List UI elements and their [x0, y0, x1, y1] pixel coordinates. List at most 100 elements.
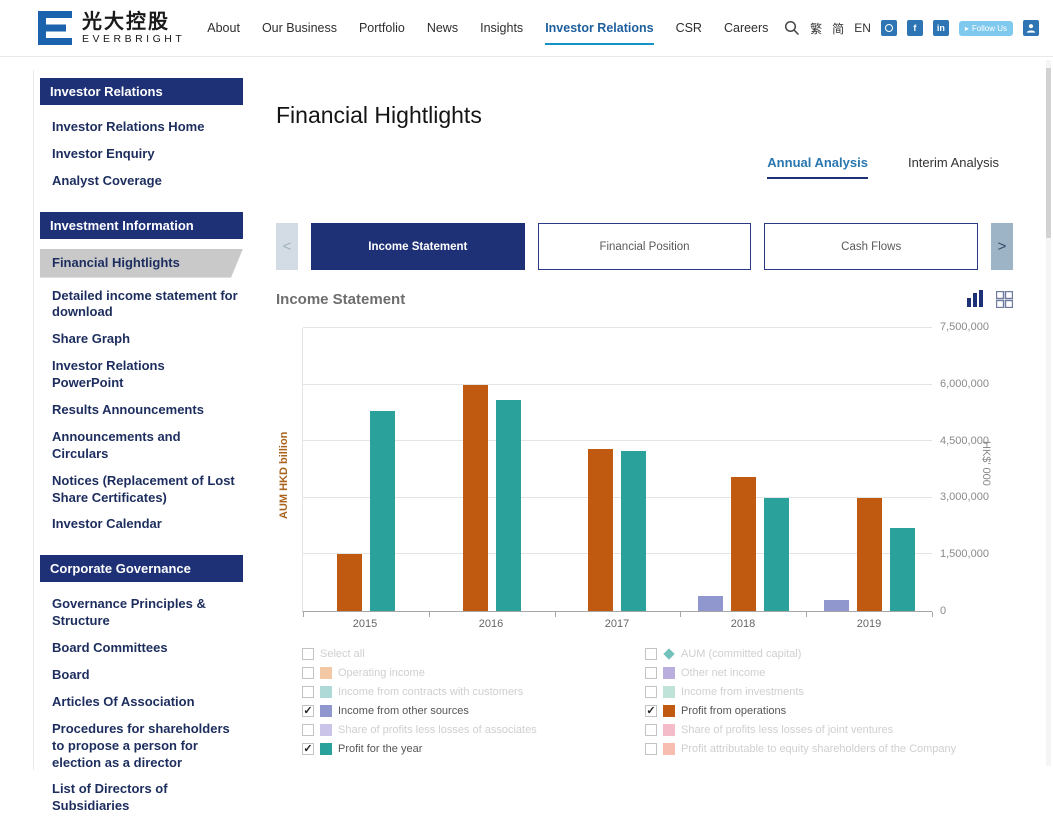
bar-profit-from-operations-2019[interactable]: [857, 498, 882, 611]
nav-item-news[interactable]: News: [427, 21, 458, 35]
legend-item-profit-from-operations[interactable]: ✓Profit from operations: [645, 705, 956, 717]
tab-interim-analysis[interactable]: Interim Analysis: [908, 155, 999, 179]
scrollbar-thumb[interactable]: [1046, 68, 1051, 238]
bar-profit-from-operations-2016[interactable]: [463, 385, 488, 611]
logo-cn: 光大控股: [82, 11, 185, 33]
legend-item-profit-attributable-to-equity-shareholders-of-the-company[interactable]: Profit attributable to equity shareholde…: [645, 743, 956, 755]
nav-item-about[interactable]: About: [207, 21, 240, 35]
sidebar-item-investor-relations-powerpoint[interactable]: Investor Relations PowerPoint: [40, 354, 243, 396]
bar-profit-for-the-year-2017[interactable]: [621, 451, 646, 611]
legend-item-share-of-profits-less-losses-of-joint-ventures[interactable]: Share of profits less losses of joint ve…: [645, 724, 956, 736]
scrollbar[interactable]: [1046, 60, 1051, 766]
carousel-next-button[interactable]: >: [991, 223, 1013, 270]
sidebar-item-list-of-directors-of-subsidiaries[interactable]: List of Directors of Subsidiaries: [40, 777, 243, 819]
legend-checkbox[interactable]: [645, 686, 657, 698]
bar-profit-for-the-year-2018[interactable]: [764, 498, 789, 611]
tab-annual-analysis[interactable]: Annual Analysis: [767, 155, 868, 179]
legend-checkbox[interactable]: [645, 648, 657, 660]
lang-switch: 繁简 EN: [810, 20, 871, 37]
bar-group-2017: [555, 328, 681, 611]
legend-item-income-from-investments[interactable]: Income from investments: [645, 686, 956, 698]
linkedin-icon[interactable]: in: [933, 20, 949, 36]
x-axis-tick: [555, 612, 556, 617]
sidebar-item-share-graph[interactable]: Share Graph: [40, 327, 243, 352]
bar-profit-from-operations-2018[interactable]: [731, 477, 756, 611]
nav-item-portfolio[interactable]: Portfolio: [359, 21, 405, 35]
user-icon[interactable]: [1023, 20, 1039, 36]
x-axis-tick: [429, 612, 430, 617]
carousel-prev-button[interactable]: <: [276, 223, 298, 270]
bar-profit-for-the-year-2019[interactable]: [890, 528, 915, 611]
sidebar-item-investor-relations-home[interactable]: Investor Relations Home: [40, 115, 243, 140]
legend-checkbox[interactable]: [302, 686, 314, 698]
bar-profit-from-operations-2015[interactable]: [337, 554, 362, 611]
chart-view-switcher: [966, 290, 1013, 308]
nav-item-insights[interactable]: Insights: [480, 21, 523, 35]
bar-profit-from-operations-2017[interactable]: [588, 449, 613, 611]
page-title: Financial Hightlights: [276, 102, 1013, 129]
table-view-icon[interactable]: [996, 291, 1013, 308]
sidebar-item-investor-calendar[interactable]: Investor Calendar: [40, 512, 243, 537]
sidebar-section-corporate-governance: Corporate Governance: [40, 555, 243, 582]
legend-checkbox[interactable]: ✓: [645, 705, 657, 717]
x-axis-tick: [303, 612, 304, 617]
bar-income-from-other-sources-2019[interactable]: [824, 600, 849, 611]
sidebar-item-financial-hightlights[interactable]: Financial Hightlights: [40, 249, 243, 278]
legend-item-select-all[interactable]: Select all: [302, 648, 645, 660]
bar-profit-for-the-year-2016[interactable]: [496, 400, 521, 611]
nav-item-careers[interactable]: Careers: [724, 21, 768, 35]
legend-item-share-of-profits-less-losses-of-associates[interactable]: Share of profits less losses of associat…: [302, 724, 645, 736]
sidebar-item-analyst-coverage[interactable]: Analyst Coverage: [40, 169, 243, 194]
bar-income-from-other-sources-2018[interactable]: [698, 596, 723, 611]
statement-tab-financial-position[interactable]: Financial Position: [538, 223, 752, 270]
sidebar-section-investor-relations: Investor Relations: [40, 78, 243, 105]
sidebar-item-detailed-income-statement-for-download[interactable]: Detailed income statement for download: [40, 284, 243, 326]
nav-item-our-business[interactable]: Our Business: [262, 21, 337, 35]
legend-label: Share of profits less losses of joint ve…: [681, 724, 893, 736]
twitter-follow-button[interactable]: ▸ Follow Us: [959, 21, 1013, 36]
sidebar-item-procedures-for-shareholders-to-propose-a-person-for-election-as-a-director[interactable]: Procedures for shareholders to propose a…: [40, 717, 243, 776]
follow-us-label: Follow Us: [972, 24, 1007, 33]
legend-item-operating-income[interactable]: Operating income: [302, 667, 645, 679]
legend-label: Profit attributable to equity shareholde…: [681, 743, 956, 755]
statement-tab-cash-flows[interactable]: Cash Flows: [764, 223, 978, 270]
statement-tabs: Income Statement Financial Position Cash F…: [311, 223, 978, 270]
nav-item-csr[interactable]: CSR: [676, 21, 702, 35]
legend-item-aum-committed-capital[interactable]: AUM (committed capital): [645, 648, 956, 660]
sidebar-divider: [33, 70, 34, 770]
lang-option-1[interactable]: 简: [832, 20, 844, 37]
legend-checkbox[interactable]: [302, 667, 314, 679]
sidebar: Investor Relations Investor Relations Hom…: [40, 78, 243, 821]
legend-checkbox[interactable]: [302, 724, 314, 736]
sidebar-item-board[interactable]: Board: [40, 663, 243, 688]
legend-checkbox[interactable]: [645, 743, 657, 755]
lang-option-en[interactable]: EN: [854, 21, 871, 35]
bar-profit-for-the-year-2015[interactable]: [370, 411, 395, 611]
sidebar-item-results-announcements[interactable]: Results Announcements: [40, 398, 243, 423]
column-chart-icon[interactable]: [966, 290, 986, 308]
sidebar-item-governance-principles-structure[interactable]: Governance Principles & Structure: [40, 592, 243, 634]
lang-option-0[interactable]: 繁: [810, 20, 822, 37]
legend-checkbox[interactable]: [645, 667, 657, 679]
legend-item-income-from-contracts-with-customers[interactable]: Income from contracts with customers: [302, 686, 645, 698]
legend-item-income-from-other-sources[interactable]: ✓Income from other sources: [302, 705, 645, 717]
legend-checkbox[interactable]: ✓: [302, 743, 314, 755]
logo[interactable]: 光大控股 EVERBRIGHT: [38, 11, 185, 45]
facebook-icon[interactable]: f: [907, 20, 923, 36]
legend-checkbox[interactable]: [302, 648, 314, 660]
sidebar-item-articles-of-association[interactable]: Articles Of Association: [40, 690, 243, 715]
sidebar-item-board-committees[interactable]: Board Committees: [40, 636, 243, 661]
sidebar-item-notices-replacement-of-lost-share-certificates[interactable]: Notices (Replacement of Lost Share Certi…: [40, 469, 243, 511]
legend-item-profit-for-the-year[interactable]: ✓Profit for the year: [302, 743, 645, 755]
sidebar-item-investor-enquiry[interactable]: Investor Enquiry: [40, 142, 243, 167]
weibo-icon[interactable]: [881, 20, 897, 36]
analysis-tabs: Annual Analysis Interim Analysis: [276, 155, 1013, 179]
x-axis-tick: [806, 612, 807, 617]
legend-checkbox[interactable]: ✓: [302, 705, 314, 717]
nav-item-investor-relations[interactable]: Investor Relations: [545, 21, 653, 35]
search-icon[interactable]: [784, 20, 800, 36]
statement-tab-income-statement[interactable]: Income Statement: [311, 223, 525, 270]
legend-checkbox[interactable]: [645, 724, 657, 736]
sidebar-item-announcements-and-circulars[interactable]: Announcements and Circulars: [40, 425, 243, 467]
legend-item-other-net-income[interactable]: Other net income: [645, 667, 956, 679]
